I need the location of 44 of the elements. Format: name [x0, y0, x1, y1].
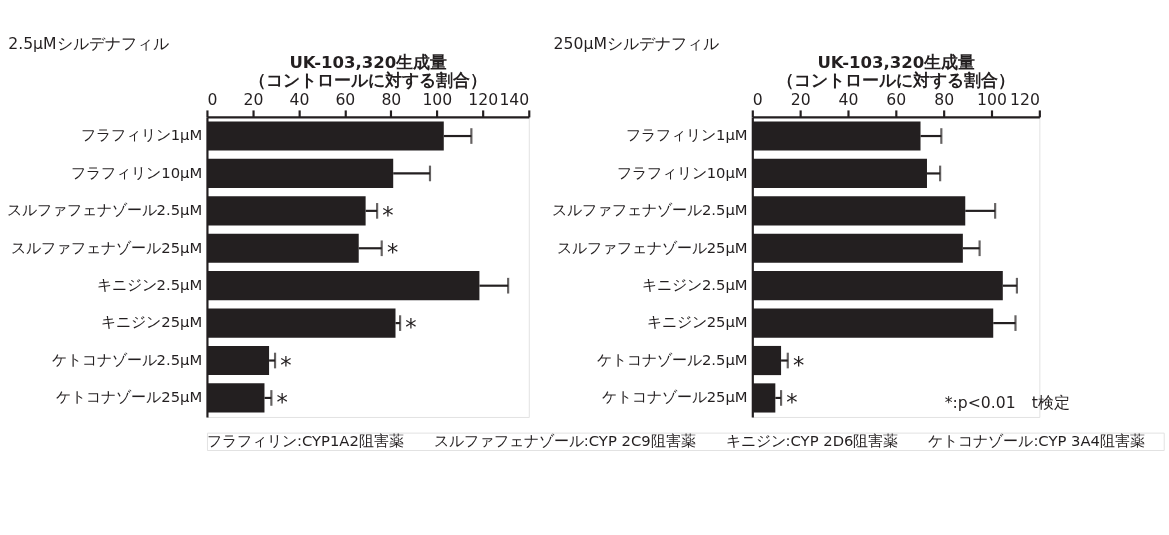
- x-tick-label: 60: [886, 90, 907, 110]
- text: フラフィリン:CYP1A2阻害薬 スルファフェナゾール:CYP 2C9阻害薬 キニジン:CYP 2D6阻害薬 ケトコナゾール:CYP 3A4阻害薬: [207, 431, 1145, 449]
- chart-title: 2.5μMシルデナフィル: [8, 34, 169, 54]
- y-tick-label: フラフィリン10μM: [616, 163, 748, 181]
- y-tick-label: スルファフェナゾール2.5μM: [551, 201, 748, 219]
- x-tick-label: 0: [752, 90, 763, 110]
- annotation: *: [280, 351, 292, 378]
- annotation: *: [786, 389, 798, 416]
- y-tick-label: ケトコナゾール25μM: [56, 388, 203, 406]
- annotation: *: [386, 239, 399, 266]
- x-tick-label: 0: [207, 90, 218, 110]
- chart-title: 250μMシルデナフィル: [553, 34, 719, 54]
- x-tick-label: 40: [289, 90, 310, 110]
- x-axis-title: UK-103,320生成量（コントロールに対する割合）: [777, 52, 1016, 91]
- y-tick-label: ケトコナゾール2.5μM: [51, 350, 203, 368]
- x-tick-label: 40: [838, 90, 859, 110]
- y-tick-label: キニジン2.5μM: [641, 276, 748, 294]
- y-tick-label: フラフィリン1μM: [80, 126, 203, 144]
- y-tick-label: キニジン25μM: [646, 313, 748, 331]
- annotation: *: [276, 389, 288, 416]
- x-tick-label: 60: [335, 90, 356, 110]
- x-tick-label: 100: [977, 90, 1007, 110]
- x-axis-title: UK-103,320生成量（コントロールに対する割合）: [249, 52, 488, 91]
- y-tick-label: フラフィリン10μM: [71, 163, 203, 181]
- y-tick-label: スルファフェナゾール25μM: [556, 238, 748, 256]
- y-tick-label: キニジン25μM: [101, 313, 203, 331]
- y-tick-label: ケトコナゾール2.5μM: [596, 350, 748, 368]
- x-tick-label: 80: [381, 90, 402, 110]
- x-tick-label: 20: [790, 90, 811, 110]
- x-tick-label: 20: [243, 90, 264, 110]
- y-tick-label: キニジン2.5μM: [96, 276, 203, 294]
- x-tick-label: 100: [422, 90, 453, 110]
- x-tick-label: 80: [934, 90, 955, 110]
- x-tick-label: 120: [468, 90, 499, 110]
- x-tick-label: 120: [1009, 90, 1040, 110]
- annotation: *: [405, 314, 417, 341]
- y-tick-label: スルファフェナゾール2.5μM: [6, 201, 203, 219]
- y-tick-label: スルファフェナゾール25μM: [11, 238, 203, 256]
- annotation: *:p<0.01 t検定: [944, 393, 1070, 413]
- y-tick-label: ケトコナゾール25μM: [601, 388, 748, 406]
- y-tick-label: フラフィリン1μM: [626, 126, 748, 144]
- annotation: *: [792, 351, 805, 378]
- x-tick-label: 140: [499, 90, 530, 110]
- annotation: *: [382, 202, 394, 229]
